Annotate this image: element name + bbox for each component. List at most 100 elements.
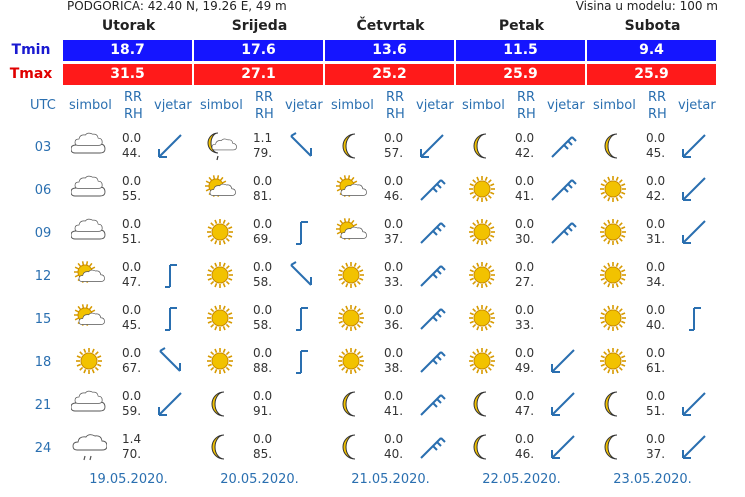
moon-icon (595, 131, 631, 161)
moon-icon (333, 389, 369, 419)
rr-header: RR (648, 90, 667, 105)
wind-arrow-icon (155, 346, 185, 376)
moon-icon (464, 432, 500, 462)
rr-value: 0.0 (122, 260, 142, 274)
rr-value: 0.0 (253, 346, 273, 360)
rh-value: 79. (253, 146, 273, 160)
wind-header: vjetar (678, 98, 716, 113)
rr-value: 0.0 (253, 389, 273, 403)
rr-value: 0.0 (253, 432, 273, 446)
rh-value: 45. (646, 146, 666, 160)
sun-cloud-icon (71, 260, 107, 290)
symbol-header: simbol (462, 98, 505, 113)
rh-value: 47. (122, 275, 142, 289)
rr-value: 0.0 (384, 217, 404, 231)
wind-header: vjetar (154, 98, 192, 113)
rr-value: 0.0 (384, 346, 404, 360)
header-line: PODGORICA: 42.40 N, 19.26 E, 49 m Visina… (0, 0, 745, 14)
rr-value: 0.0 (515, 389, 535, 403)
sun-icon (464, 303, 500, 333)
sun-icon (464, 174, 500, 204)
wind-arrow-icon (548, 174, 578, 204)
wind-arrow-icon (155, 131, 185, 161)
tmax-label: Tmax (9, 66, 53, 82)
rh-value: 51. (646, 404, 666, 418)
rh-value: 33. (384, 275, 404, 289)
rh-header: RH (386, 107, 405, 122)
rh-value: 81. (253, 189, 273, 203)
day-name: Četvrtak (356, 18, 425, 34)
rr-value: 0.0 (122, 389, 142, 403)
sun-icon (71, 346, 107, 376)
model-height-label: Visina u modelu: 100 m (575, 0, 718, 13)
sun-icon (464, 260, 500, 290)
wind-arrow-icon (417, 346, 447, 376)
rr-value: 0.0 (384, 131, 404, 145)
tmax-value: 25.2 (325, 64, 454, 85)
symbol-header: simbol (593, 98, 636, 113)
wind-arrow-icon (548, 217, 578, 247)
wind-arrow-icon (417, 217, 447, 247)
utc-header: UTC (30, 98, 56, 113)
rr-value: 0.0 (515, 260, 535, 274)
moon-icon (333, 432, 369, 462)
rh-value: 37. (384, 232, 404, 246)
rr-value: 0.0 (515, 174, 535, 188)
moon-icon (464, 389, 500, 419)
utc-hour: 03 (34, 140, 52, 155)
sun-icon (595, 346, 631, 376)
wind-arrow-icon (155, 389, 185, 419)
tmax-value: 25.9 (456, 64, 585, 85)
sun-icon (202, 303, 238, 333)
rh-value: 59. (122, 404, 142, 418)
rh-value: 40. (646, 318, 666, 332)
utc-hour: 15 (34, 312, 52, 327)
rr-value: 0.0 (646, 217, 666, 231)
rr-value: 0.0 (646, 389, 666, 403)
cloud-icon (70, 174, 107, 204)
day-date: 21.05.2020. (351, 472, 430, 487)
rh-value: 67. (122, 361, 142, 375)
tmin-label: Tmin (11, 42, 51, 58)
wind-arrow-icon (286, 303, 316, 333)
symbol-header: simbol (69, 98, 112, 113)
sun-icon (202, 346, 238, 376)
tmax-value: 31.5 (63, 64, 192, 85)
sun-icon (464, 217, 500, 247)
cloud-icon (70, 131, 107, 161)
rr-header: RR (255, 90, 274, 105)
wind-arrow-icon (286, 217, 316, 247)
rr-value: 0.0 (253, 260, 273, 274)
day-name: Petak (498, 18, 545, 34)
rr-value: 0.0 (122, 217, 142, 231)
tmax-value: 27.1 (194, 64, 323, 85)
rh-value: 55. (122, 189, 142, 203)
day-date: 19.05.2020. (89, 472, 168, 487)
wind-arrow-icon (548, 432, 578, 462)
wind-arrow-icon (286, 260, 316, 290)
rr-value: 0.0 (122, 131, 142, 145)
day-headers: Utorak Srijeda Četvrtak Petak Subota (0, 18, 745, 38)
rr-value: 0.0 (384, 432, 404, 446)
rr-value: 1.1 (253, 131, 273, 145)
rr-value: 0.0 (384, 389, 404, 403)
day-date: 23.05.2020. (613, 472, 692, 487)
day-date: 20.05.2020. (220, 472, 299, 487)
rr-value: 0.0 (253, 303, 273, 317)
rr-header: RR (124, 90, 143, 105)
sun-cloud-icon (202, 174, 238, 204)
sun-icon (202, 260, 238, 290)
rh-value: 27. (515, 275, 535, 289)
rh-value: 57. (384, 146, 404, 160)
symbol-header: simbol (331, 98, 374, 113)
sun-icon (595, 303, 631, 333)
wind-header: vjetar (547, 98, 585, 113)
wind-arrow-icon (417, 432, 447, 462)
rh-value: 40. (384, 447, 404, 461)
rr-value: 0.0 (646, 260, 666, 274)
tmax-row: Tmax 31.5 27.1 25.2 25.9 25.9 (0, 64, 745, 85)
wind-arrow-icon (548, 389, 578, 419)
rr-value: 0.0 (515, 432, 535, 446)
rh-value: 41. (515, 189, 535, 203)
rh-value: 91. (253, 404, 273, 418)
